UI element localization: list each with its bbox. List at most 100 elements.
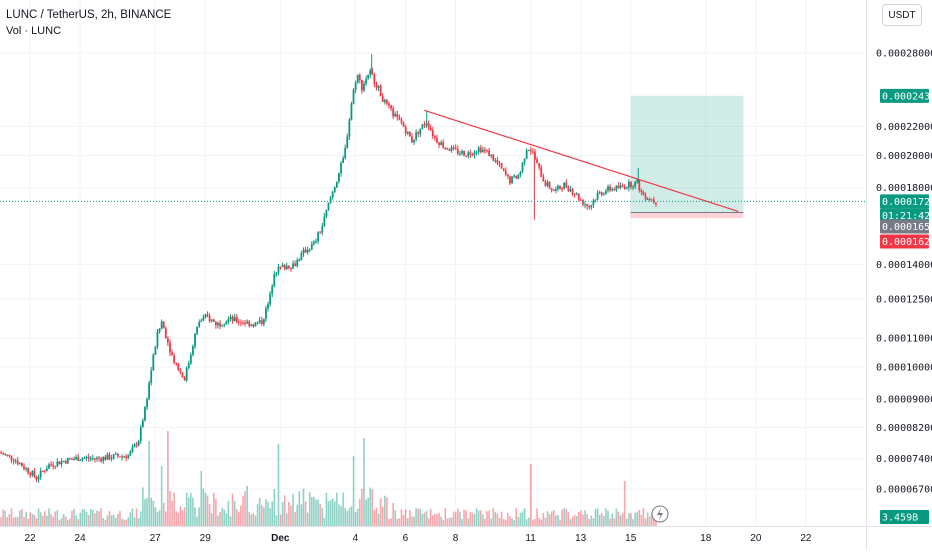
volume-bar	[130, 512, 132, 526]
candle	[69, 458, 71, 461]
candle	[267, 301, 269, 311]
candle	[146, 397, 148, 410]
volume-bar	[211, 513, 213, 526]
volume-bar	[269, 508, 271, 526]
candle	[144, 406, 146, 422]
candle	[407, 131, 409, 135]
volume-bar	[319, 504, 321, 526]
candle	[390, 105, 392, 112]
candle	[392, 106, 394, 119]
volume-bar	[330, 500, 332, 526]
candle	[284, 264, 286, 271]
volume-bar	[271, 502, 273, 526]
candle	[399, 114, 401, 120]
volume-bar	[109, 511, 111, 526]
volume-bar	[165, 511, 167, 526]
candle	[605, 189, 607, 195]
candle	[171, 349, 173, 355]
currency-button[interactable]: USDT	[882, 4, 922, 26]
volume-bar	[132, 509, 134, 526]
candle	[484, 147, 486, 154]
candle	[532, 148, 534, 154]
candle	[27, 467, 29, 474]
candle	[551, 188, 553, 193]
candle	[242, 320, 244, 325]
candle	[102, 456, 104, 463]
volume-bar	[257, 504, 259, 526]
volume-bar	[470, 512, 472, 526]
volume-bar	[540, 520, 542, 526]
candle	[223, 324, 225, 328]
candle	[148, 381, 150, 401]
candle	[361, 80, 363, 94]
candle	[413, 139, 415, 144]
volume-bar	[570, 519, 572, 526]
volume-bar	[620, 515, 622, 526]
volume-bar	[44, 511, 46, 526]
volume-bar	[321, 508, 323, 526]
volume-indicator-label[interactable]: Vol · LUNC	[6, 23, 171, 39]
candle	[373, 73, 375, 87]
candle	[359, 73, 361, 83]
volume-bar	[221, 508, 223, 526]
candle	[388, 101, 390, 108]
candle	[444, 147, 446, 150]
candle	[357, 74, 359, 83]
volume-bar	[605, 508, 607, 526]
candle	[163, 321, 165, 328]
symbol-title[interactable]: LUNC / TetherUS, 2h, BINANCE	[6, 7, 171, 23]
volume-bar	[236, 509, 238, 526]
volume-bar	[634, 513, 636, 526]
candle	[459, 151, 461, 156]
candle	[482, 147, 484, 153]
volume-bar	[497, 513, 499, 526]
replay-icon[interactable]	[652, 506, 668, 522]
volume-bar	[301, 504, 303, 526]
candle	[526, 148, 528, 159]
volume-bar	[67, 520, 69, 526]
volume-bar	[549, 514, 551, 526]
volume-bar	[27, 519, 29, 526]
volume-bar	[374, 510, 376, 526]
x-tick-label: 22	[800, 533, 812, 544]
volume-bar	[392, 503, 394, 526]
candle	[136, 442, 138, 448]
volume-bar	[472, 513, 474, 526]
x-tick-label: 15	[625, 533, 637, 544]
volume-bar	[582, 515, 584, 526]
candle	[363, 81, 365, 92]
volume-bar	[73, 509, 75, 526]
volume-bar	[259, 498, 261, 526]
candle	[365, 76, 367, 86]
x-tick-label: 18	[700, 533, 712, 544]
volume-bar	[528, 518, 530, 526]
volume-bar	[42, 516, 44, 526]
candle	[536, 157, 538, 164]
volume-bar	[155, 507, 157, 526]
candle	[157, 329, 159, 349]
volume-bar	[261, 505, 263, 526]
candle	[503, 168, 505, 171]
volume-bar	[305, 501, 307, 526]
volume-bar	[205, 493, 207, 526]
volume-bar	[299, 491, 301, 526]
volume-bar	[278, 444, 280, 526]
candle	[84, 456, 86, 459]
volume-bar	[315, 499, 317, 526]
volume-bar	[515, 508, 517, 526]
volume-bar	[555, 516, 557, 526]
volume-bar	[240, 506, 242, 526]
volume-bar	[628, 513, 630, 526]
candle	[65, 460, 67, 465]
volume-bar	[226, 513, 228, 526]
price-axis[interactable]: 0.000280000.000220000.000200000.00018000…	[867, 0, 932, 550]
candle	[501, 163, 503, 169]
volume-bar	[90, 509, 92, 526]
volume-bar	[572, 517, 574, 526]
volume-bar	[486, 511, 488, 526]
candle	[590, 205, 592, 210]
volume-bar	[148, 441, 150, 526]
candle	[622, 183, 624, 187]
